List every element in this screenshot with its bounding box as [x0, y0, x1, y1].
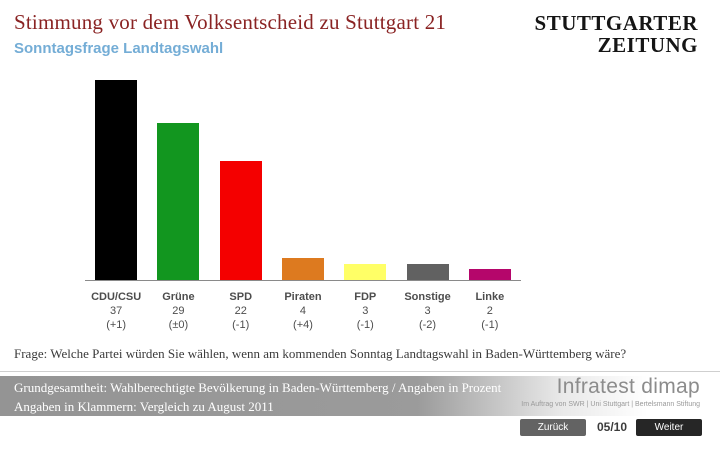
bar-label: CDU/CSU 37 (+1) — [85, 290, 147, 332]
bar-label: SPD 22 (-1) — [210, 290, 272, 332]
party-name: Linke — [475, 291, 505, 303]
bar-chart — [85, 80, 521, 281]
back-button[interactable]: Zurück — [520, 419, 586, 436]
agency-name: Infratest dimap — [556, 375, 700, 398]
footer-line-2: Angaben in Klammern: Vergleich zu August… — [14, 399, 274, 414]
stuttgarter-zeitung-logo: STUTTGARTER ZEITUNG — [535, 12, 698, 56]
page-indicator: 05/10 — [596, 420, 628, 434]
bar-column — [147, 80, 209, 280]
bar-column — [459, 80, 521, 280]
bar-label: Sonstige 3 (-2) — [396, 290, 458, 332]
party-name: Piraten — [284, 291, 322, 303]
logo-line-1: STUTTGARTER — [534, 11, 698, 35]
party-value: 29 — [172, 305, 185, 317]
infratest-dimap-logo: Infratest dimap Im Auftrag von SWR | Uni… — [521, 375, 700, 408]
logo-line-2: ZEITUNG — [597, 33, 698, 58]
party-value: 37 — [110, 305, 123, 317]
bar — [281, 258, 324, 280]
bar — [406, 264, 449, 280]
next-button[interactable]: Weiter — [636, 419, 702, 436]
divider-line — [0, 371, 720, 372]
bar — [95, 80, 138, 280]
bar — [468, 269, 511, 280]
party-name: Grüne — [162, 291, 195, 303]
bar-column — [85, 80, 147, 280]
party-value: 4 — [299, 305, 307, 317]
bar-column — [396, 80, 458, 280]
bar-label: Piraten 4 (+4) — [272, 290, 334, 332]
footer-line-1: Grundgesamtheit: Wahlberechtigte Bevölke… — [14, 380, 502, 395]
bar-column — [210, 80, 272, 280]
party-change: (-1) — [232, 319, 250, 331]
party-value: 3 — [362, 305, 369, 317]
bar-chart-labels: CDU/CSU 37 (+1) Grüne 29 (±0) SPD 22 (-1) Piraten… — [85, 290, 521, 332]
bar — [157, 123, 200, 280]
party-change: (-1) — [481, 319, 499, 331]
bar — [219, 161, 262, 280]
party-change: (-2) — [418, 319, 437, 331]
party-value: 22 — [234, 305, 247, 317]
survey-question: Frage: Welche Partei würden Sie wählen, … — [14, 346, 627, 361]
party-name: Sonstige — [404, 291, 451, 303]
bar-column — [334, 80, 396, 280]
bar-label: Linke 2 (-1) — [459, 290, 521, 332]
party-change: (+1) — [106, 319, 127, 331]
page-title: Stimmung vor dem Volksentscheid zu Stutt… — [14, 10, 447, 34]
bar — [344, 264, 387, 280]
party-change: (-1) — [356, 319, 374, 331]
party-name: SPD — [229, 291, 253, 303]
party-change: (+4) — [293, 319, 313, 331]
bar-label: Grüne 29 (±0) — [147, 290, 209, 332]
party-change: (±0) — [168, 319, 189, 331]
party-name: CDU/CSU — [91, 291, 142, 303]
bar-column — [272, 80, 334, 280]
party-value: 2 — [486, 305, 493, 317]
footer-band: Grundgesamtheit: Wahlberechtigte Bevölke… — [0, 376, 720, 416]
agency-subline: Im Auftrag von SWR | Uni Stuttgart | Ber… — [521, 401, 700, 408]
page-subtitle: Sonntagsfrage Landtagswahl — [14, 40, 224, 57]
party-name: FDP — [354, 291, 377, 303]
party-value: 3 — [424, 305, 431, 317]
bar-label: FDP 3 (-1) — [334, 290, 396, 332]
